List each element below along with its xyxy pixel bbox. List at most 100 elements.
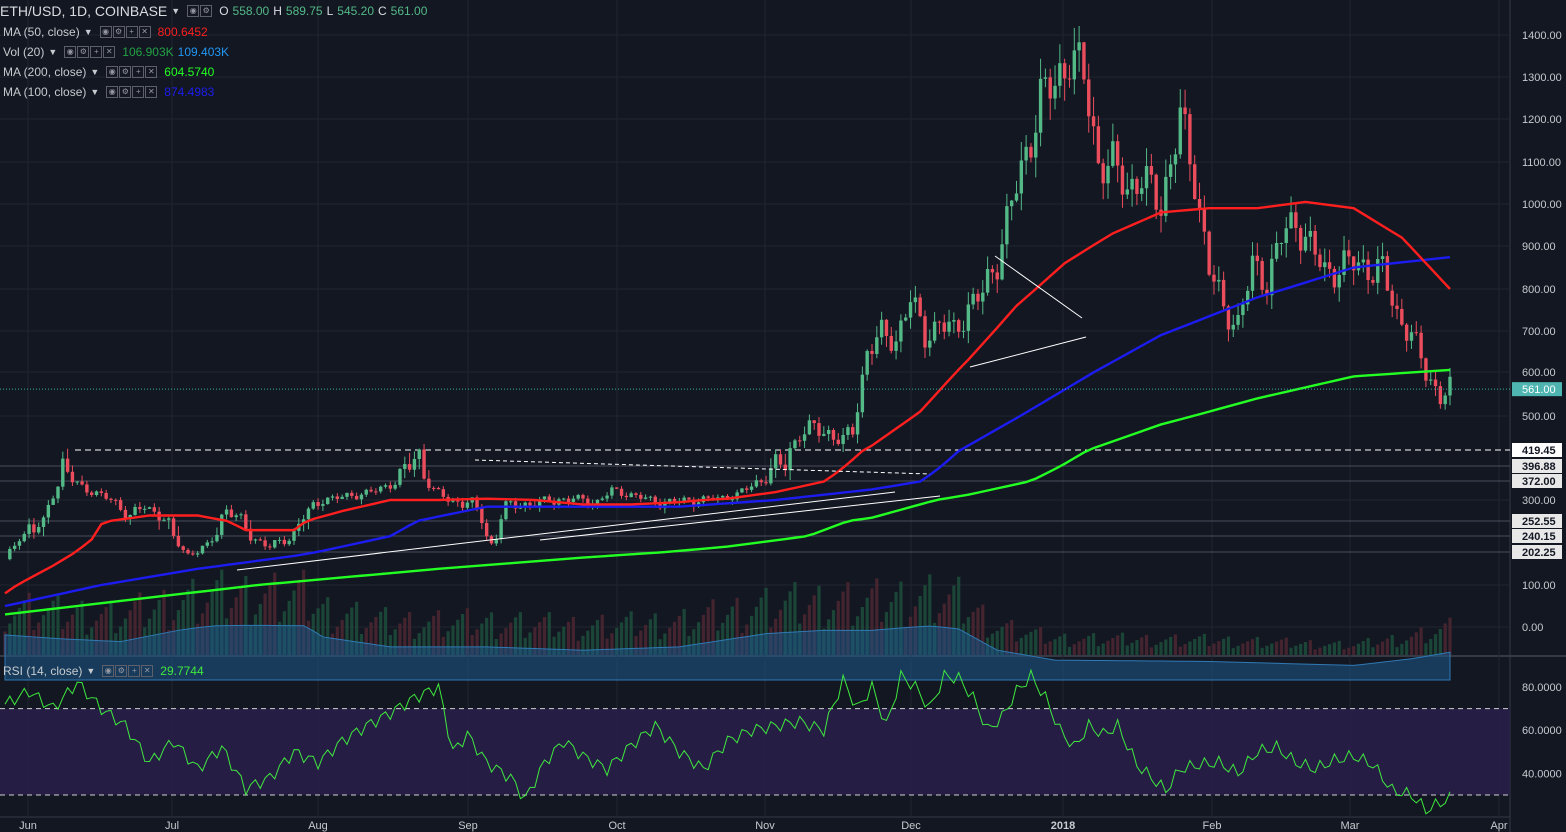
volume-bar (1443, 623, 1447, 655)
candle-body (932, 321, 937, 341)
volume-bar (971, 611, 975, 655)
close-label: C (378, 4, 387, 18)
volume-bar (1159, 642, 1163, 655)
candle-body (1188, 114, 1192, 165)
settings-icon[interactable]: ⚙ (119, 66, 132, 78)
candle-body (138, 506, 142, 510)
chevron-down-icon[interactable]: ▼ (86, 666, 96, 676)
level-label-bg (1512, 443, 1562, 457)
candle-body (56, 486, 60, 499)
candle-body (985, 268, 990, 293)
candle-body (966, 304, 971, 331)
volume-bar (668, 627, 672, 655)
candle-body (894, 341, 898, 351)
close-icon[interactable]: ✕ (103, 46, 116, 58)
settings-icon[interactable]: ⚙ (112, 26, 125, 38)
candle-body (759, 480, 763, 483)
close-icon[interactable]: ✕ (145, 86, 158, 98)
candle-body (1000, 244, 1004, 280)
volume-bar (605, 638, 609, 655)
volume-bar (1332, 642, 1336, 655)
candle-body (1289, 212, 1293, 229)
volume-bar (509, 622, 513, 655)
candle-body (990, 268, 995, 273)
trend-line[interactable] (969, 336, 1087, 368)
trend-line[interactable] (236, 491, 896, 571)
candle-body (229, 509, 234, 518)
rsi-tick-label: 80.0000 (1522, 682, 1562, 694)
price-tick-label: 1300.00 (1522, 72, 1562, 84)
candle-body (316, 502, 320, 506)
legend-vol[interactable]: Vol (20) ▼ ◉ ⚙ + ✕ 106.903K 109.403K (3, 45, 229, 59)
visibility-icon[interactable]: ◉ (106, 66, 119, 78)
symbol-title[interactable]: ETH/USD, 1D, COINBASE (0, 3, 168, 19)
chevron-down-icon[interactable]: ▼ (90, 87, 100, 97)
add-icon[interactable]: + (132, 66, 145, 78)
visibility-icon[interactable]: ◉ (106, 86, 119, 98)
trend-line[interactable] (474, 459, 931, 475)
candle-body (301, 519, 306, 524)
last-price-badge[interactable] (1512, 382, 1562, 397)
close-icon[interactable]: ✕ (138, 26, 151, 38)
volume-bar (1318, 647, 1322, 655)
volume-bar (1347, 647, 1351, 655)
visibility-icon[interactable]: ◉ (102, 665, 115, 677)
candle-body (398, 468, 402, 485)
candle-body (788, 448, 792, 471)
chevron-down-icon[interactable]: ▼ (48, 47, 58, 57)
volume-bar (1101, 643, 1105, 655)
candle-body (123, 509, 128, 518)
candle-body (253, 539, 258, 541)
chevron-down-icon[interactable]: ▼ (171, 6, 181, 16)
candle-body (224, 509, 229, 515)
visibility-icon[interactable]: ◉ (99, 26, 112, 38)
candle-body (619, 488, 624, 496)
time-tick-label: Apr (1490, 820, 1507, 832)
legend-rsi[interactable]: RSI (14, close) ▼ ◉ ⚙ + ✕ 29.7744 (3, 664, 204, 678)
add-icon[interactable]: + (90, 46, 103, 58)
volume-bar (591, 625, 595, 655)
price-axis[interactable] (1510, 0, 1566, 832)
settings-icon[interactable]: ⚙ (119, 86, 132, 98)
volume-bar (1414, 632, 1418, 655)
visibility-icon[interactable]: ◉ (187, 5, 200, 17)
volume-bar (1063, 633, 1067, 655)
volume-bar (1308, 640, 1312, 655)
candle-body (1236, 314, 1240, 325)
visibility-icon[interactable]: ◉ (64, 46, 77, 58)
candle-body (1130, 178, 1134, 190)
add-icon[interactable]: + (128, 665, 141, 677)
add-icon[interactable]: + (125, 26, 138, 38)
volume-bar (1255, 637, 1259, 655)
add-icon[interactable]: + (132, 86, 145, 98)
volume-bar (557, 631, 561, 655)
candle-body (957, 320, 961, 332)
close-icon[interactable]: ✕ (141, 665, 154, 677)
legend-ma100[interactable]: MA (100, close) ▼ ◉ ⚙ + ✕ 874.4983 (3, 85, 214, 99)
candle-body (841, 434, 845, 444)
trend-line[interactable] (539, 495, 941, 541)
settings-icon[interactable]: ⚙ (200, 5, 213, 17)
ma50-line (4, 200, 1451, 595)
legend-ma200[interactable]: MA (200, close) ▼ ◉ ⚙ + ✕ 604.5740 (3, 65, 214, 79)
settings-icon[interactable]: ⚙ (115, 665, 128, 677)
volume-bar (624, 616, 628, 655)
legend-ma50[interactable]: MA (50, close) ▼ ◉ ⚙ + ✕ 800.6452 (3, 25, 208, 39)
volume-bar (186, 589, 190, 655)
chevron-down-icon[interactable]: ▼ (90, 67, 100, 77)
candle-body (128, 514, 132, 518)
settings-icon[interactable]: ⚙ (77, 46, 90, 58)
candle-body (1443, 395, 1447, 405)
close-icon[interactable]: ✕ (145, 66, 158, 78)
volume-bar (1371, 647, 1375, 655)
trend-line[interactable] (994, 255, 1083, 319)
chevron-down-icon[interactable]: ▼ (83, 27, 93, 37)
candle-body (186, 549, 190, 554)
volume-bar (56, 593, 60, 655)
volume-bar (485, 617, 489, 655)
candle-body (118, 500, 123, 510)
volume-bar (542, 617, 547, 655)
volume-bar (244, 575, 248, 655)
volume-bar (1395, 647, 1399, 655)
